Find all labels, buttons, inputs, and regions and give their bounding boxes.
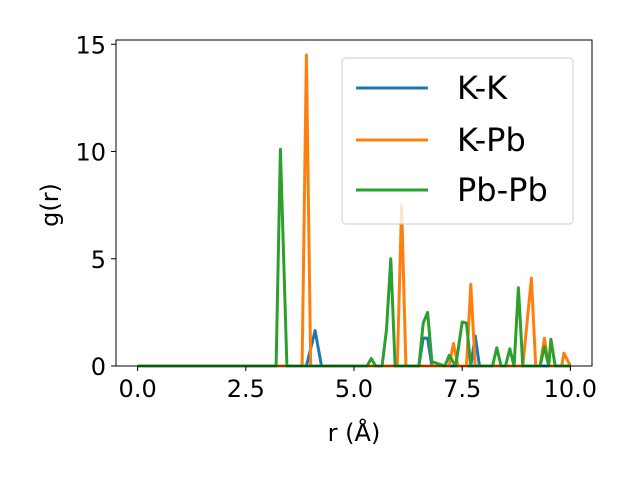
x-axis-label: r (Å) [328,418,381,447]
x-tick-label: 5.0 [335,375,373,403]
y-tick-label: 10 [75,139,106,167]
x-tick-label: 7.5 [443,375,481,403]
legend: K-K K-Pb Pb-Pb [341,57,574,225]
legend-label-k-pb: K-Pb [457,121,526,159]
x-tick-label: 2.5 [227,375,265,403]
x-tick-label: 0.0 [119,375,157,403]
series-line-k-k [137,329,571,368]
y-axis-label: g(r) [36,183,64,227]
axes-ticks: 0.0 2.5 5.0 7.5 10.0 0 5 10 15 [75,31,597,403]
x-tick-label: 10.0 [544,375,597,403]
y-tick-label: 5 [91,246,106,274]
y-tick-label: 15 [75,31,106,59]
y-tick-label: 0 [91,353,106,381]
legend-box [341,57,574,225]
legend-label-pb-pb: Pb-Pb [457,171,548,209]
legend-label-k-k: K-K [457,69,508,107]
